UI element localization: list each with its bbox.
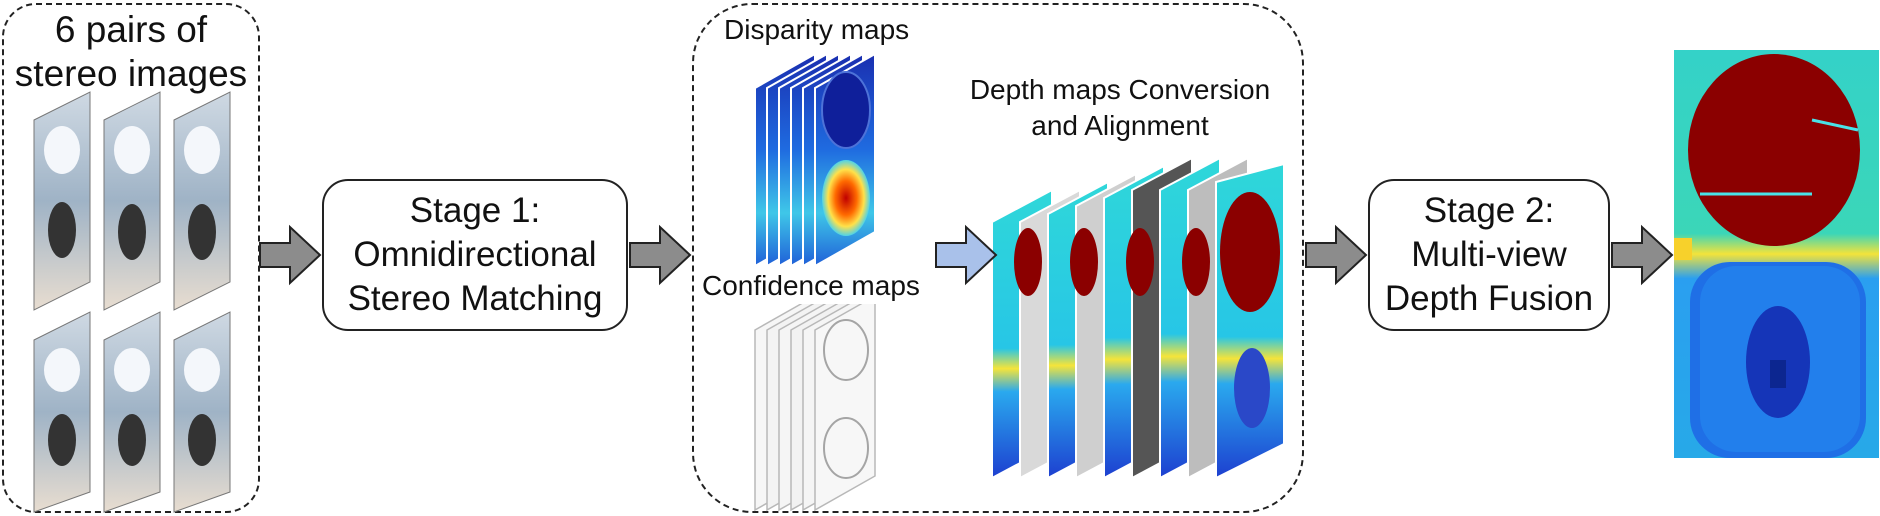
stereo-image-thumbnails (33, 91, 231, 513)
conversion-label: Depth maps Conversion and Alignment (940, 72, 1300, 144)
stage1-box: Stage 1: Omnidirectional Stereo Matching (322, 179, 628, 331)
depth-maps-stack (991, 156, 1285, 480)
stage1-line2: Omnidirectional (353, 235, 597, 274)
stage2-line1: Stage 2: (1423, 191, 1555, 230)
stage2-box: Stage 2: Multi-view Depth Fusion (1368, 179, 1610, 331)
input-title: 6 pairs of stereo images (2, 8, 260, 96)
disparity-maps-label: Disparity maps (724, 14, 910, 45)
stereo-image-6 (173, 311, 231, 513)
arrow-maps-to-depth (935, 224, 998, 286)
stereo-image-1 (33, 91, 91, 311)
disparity-maps-stack (754, 52, 876, 268)
conversion-line2: and Alignment (1031, 110, 1209, 141)
arrow-input-to-stage1 (259, 224, 322, 286)
conversion-line1: Depth maps Conversion (969, 74, 1271, 105)
fused-depth-map (1674, 50, 1879, 458)
arrow-depth-to-stage2 (1305, 224, 1368, 286)
stage1-output-group (692, 3, 1304, 513)
stage1-line1: Stage 1: (409, 191, 541, 230)
stereo-image-2 (103, 91, 161, 311)
stereo-image-4 (33, 311, 91, 513)
confidence-maps-label: Confidence maps (698, 268, 924, 304)
stage2-line3: Depth Fusion (1384, 279, 1594, 318)
confidence-maps-stack (754, 294, 876, 512)
stage2-line2: Multi-view (1411, 235, 1567, 274)
input-title-line2: stereo images (14, 53, 248, 94)
arrow-stage1-to-maps (629, 224, 692, 286)
arrow-stage2-to-output (1611, 224, 1674, 286)
stage1-line3: Stereo Matching (347, 279, 603, 318)
input-title-line1: 6 pairs of (54, 9, 208, 50)
stereo-image-5 (103, 311, 161, 513)
stereo-image-3 (173, 91, 231, 311)
